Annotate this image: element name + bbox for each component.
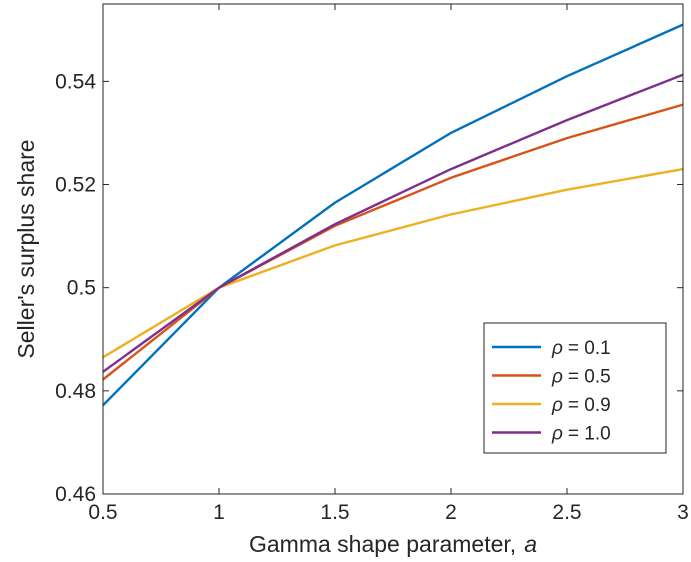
series-line-1 xyxy=(102,23,684,407)
legend-label-3: ρ = 0.9 xyxy=(551,395,611,416)
x-tick-label: 3 xyxy=(677,501,689,524)
y-tick-label: 0.46 xyxy=(55,483,96,506)
series-line-3 xyxy=(102,167,684,359)
y-tick-label: 0.52 xyxy=(55,174,96,197)
plot-frame xyxy=(102,3,684,495)
legend-label-2: ρ = 0.5 xyxy=(551,367,611,388)
legend-label-1: ρ = 0.1 xyxy=(551,338,611,359)
legend-label-4: ρ = 1.0 xyxy=(551,424,611,445)
y-tick-label: 0.5 xyxy=(67,277,96,300)
series-line-4 xyxy=(102,73,684,373)
legend: ρ = 0.1 ρ = 0.5 ρ = 0.9 ρ = 1.0 xyxy=(483,322,667,454)
y-tick-label: 0.48 xyxy=(55,380,96,403)
series-lines xyxy=(102,23,684,407)
x-tick-label: 0.5 xyxy=(88,501,117,524)
x-tick-label: 2.5 xyxy=(552,501,581,524)
x-tick-label: 1 xyxy=(213,501,225,524)
y-tick-label: 0.54 xyxy=(55,70,96,93)
y-axis: 0.46 0.48 0.5 0.52 0.54 xyxy=(55,70,683,506)
y-axis-title: Seller's surplus share xyxy=(13,139,39,358)
x-axis: 0.5 1 1.5 2 2.5 3 xyxy=(88,4,689,524)
x-tick-label: 2 xyxy=(445,501,457,524)
x-tick-label: 1.5 xyxy=(320,501,349,524)
x-axis-title: Gamma shape parameter, a xyxy=(249,531,537,557)
